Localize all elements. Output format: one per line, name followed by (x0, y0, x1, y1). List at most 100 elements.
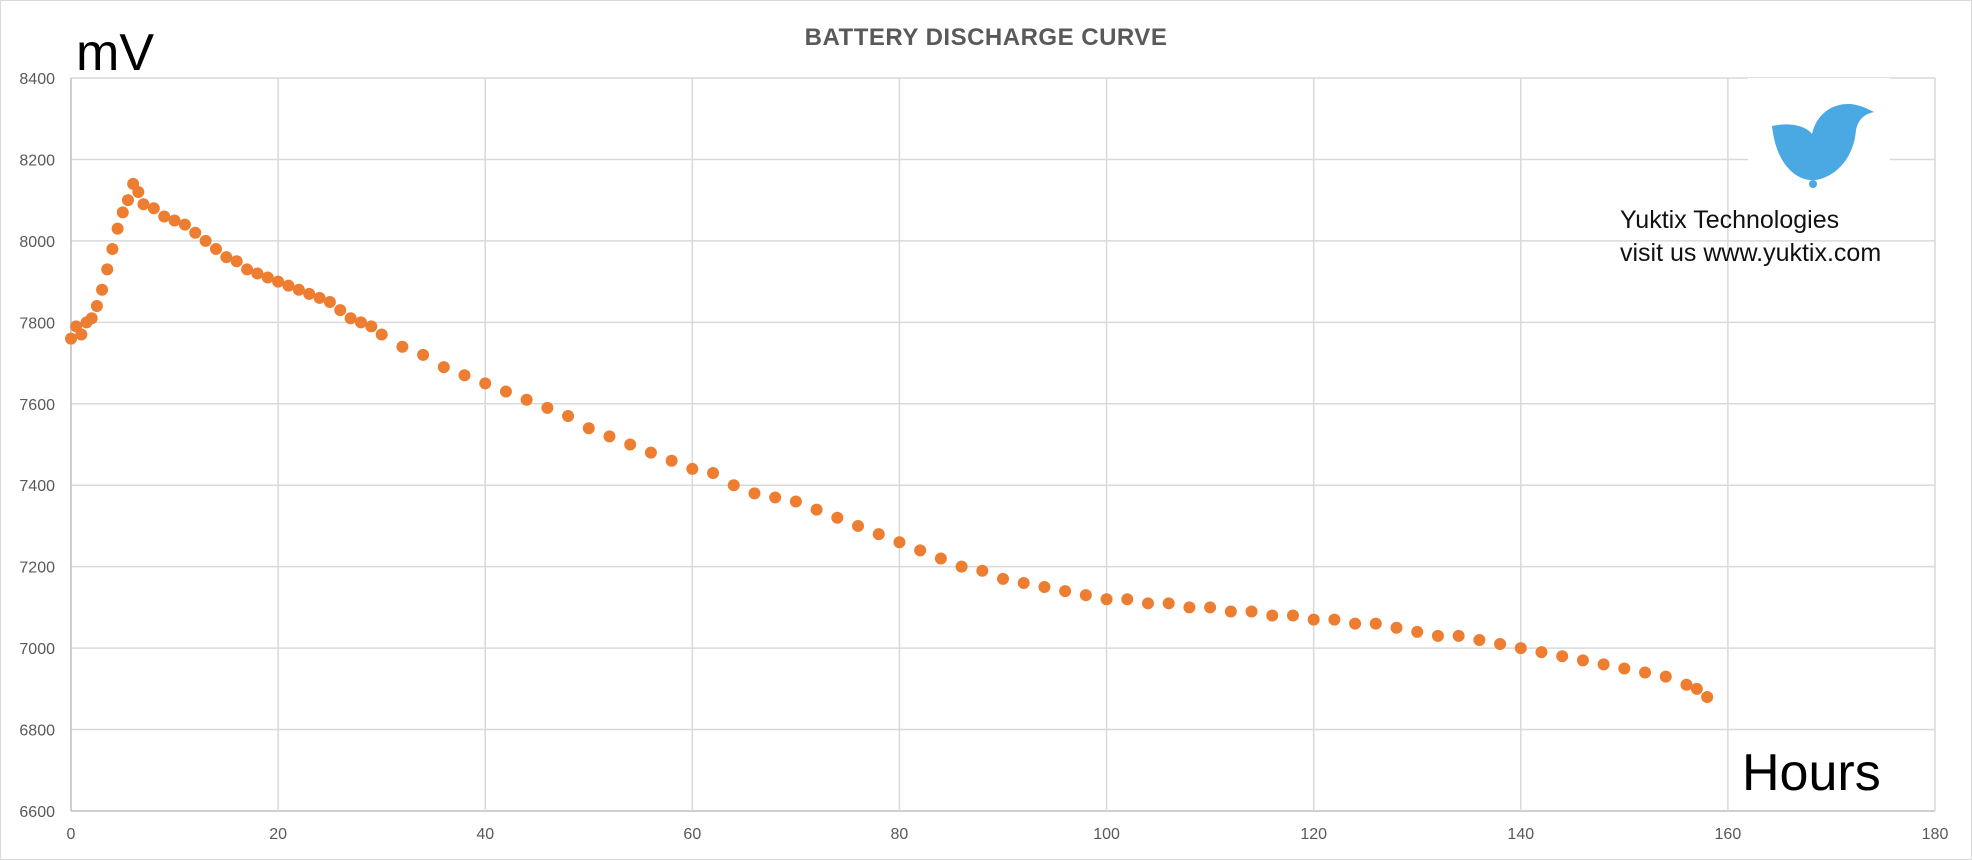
data-point (106, 243, 119, 256)
data-point (85, 312, 98, 325)
data-point (1494, 638, 1507, 651)
data-point (1411, 625, 1424, 638)
data-point (1162, 597, 1175, 610)
data-point (479, 377, 492, 390)
data-point (644, 446, 657, 459)
data-point (365, 320, 378, 333)
data-point (1121, 593, 1134, 606)
data-point (541, 401, 554, 414)
data-point (1390, 621, 1403, 634)
x-tick-label: 0 (67, 826, 76, 843)
data-point (230, 255, 243, 268)
data-point (344, 312, 357, 325)
data-point (872, 528, 885, 541)
data-point (437, 361, 450, 374)
data-point (101, 263, 114, 276)
data-point (686, 462, 699, 475)
data-point (1514, 642, 1527, 655)
data-point (396, 340, 409, 353)
data-point (147, 202, 160, 215)
x-tick-label: 120 (1300, 826, 1327, 843)
data-point (1701, 690, 1714, 703)
data-point (178, 218, 191, 231)
data-point (334, 304, 347, 317)
data-point (96, 283, 109, 296)
data-point (1452, 629, 1465, 642)
data-point (789, 495, 802, 508)
data-point (1266, 609, 1279, 622)
y-tick-label: 8400 (19, 71, 55, 88)
data-point (121, 194, 134, 207)
data-point (375, 328, 388, 341)
data-point (1369, 617, 1382, 630)
data-point (251, 267, 264, 280)
data-point (1639, 666, 1652, 679)
data-point (499, 385, 512, 398)
bird-icon (1772, 104, 1874, 188)
data-point (1224, 605, 1237, 618)
x-tick-label: 40 (476, 826, 494, 843)
data-point (417, 348, 430, 361)
gridlines (70, 77, 1936, 812)
data-point (1618, 662, 1631, 675)
data-point (1017, 576, 1030, 589)
data-point (323, 295, 336, 308)
data-point (137, 198, 150, 211)
chart-title: BATTERY DISCHARGE CURVE (805, 24, 1168, 51)
data-point (603, 430, 616, 443)
data-point (111, 222, 124, 235)
data-point (1431, 629, 1444, 642)
data-point (90, 300, 103, 313)
data-point (1680, 678, 1693, 691)
data-point (292, 283, 305, 296)
data-point (1576, 654, 1589, 667)
x-tick-label: 100 (1093, 826, 1120, 843)
y-tick-label: 7600 (19, 397, 55, 414)
data-point (1597, 658, 1610, 671)
data-point (189, 226, 202, 239)
data-point (261, 271, 274, 284)
data-point (1100, 593, 1113, 606)
data-point (1473, 633, 1486, 646)
y-tick-label: 6600 (19, 804, 55, 821)
x-tick-label: 160 (1715, 826, 1742, 843)
data-points (65, 177, 1714, 703)
y-tick-label: 7800 (19, 315, 55, 332)
data-point (220, 251, 233, 264)
data-point (1659, 670, 1672, 683)
data-point (272, 275, 285, 288)
x-axis-label: Hours (1742, 744, 1881, 802)
data-point (727, 479, 740, 492)
y-tick-label: 8000 (19, 234, 55, 251)
data-point (1204, 601, 1217, 614)
data-point (1286, 609, 1299, 622)
data-point (1556, 650, 1569, 663)
data-point (934, 552, 947, 565)
y-tick-label: 7400 (19, 478, 55, 495)
data-point (893, 536, 906, 549)
y-tick-label: 7200 (19, 560, 55, 577)
data-point (582, 422, 595, 435)
data-point (1349, 617, 1362, 630)
x-tick-label: 180 (1922, 826, 1949, 843)
data-point (282, 279, 295, 292)
data-point (624, 438, 637, 451)
data-point (1535, 646, 1548, 659)
x-tick-label: 20 (269, 826, 287, 843)
tick-labels: 6600 6800 7000 7200 7400 7600 7800 8000 8200 8400… (19, 71, 1948, 843)
data-point (831, 511, 844, 524)
y-axis-label: mV (76, 24, 154, 82)
x-tick-label: 60 (683, 826, 701, 843)
data-point (303, 287, 316, 300)
data-point (1183, 601, 1196, 614)
data-point (748, 487, 761, 500)
data-point (707, 467, 720, 480)
data-point (1328, 613, 1341, 626)
company-website: visit us www.yuktix.com (1620, 239, 1881, 267)
data-point (562, 409, 575, 422)
data-point (65, 332, 77, 345)
x-tick-label: 140 (1507, 826, 1534, 843)
data-point (810, 503, 823, 516)
data-point (75, 328, 88, 341)
